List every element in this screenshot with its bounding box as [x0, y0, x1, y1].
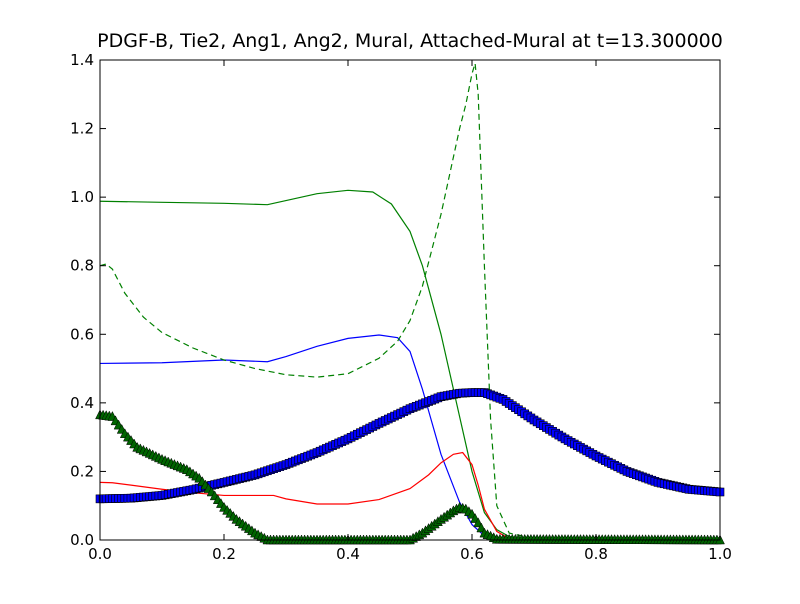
axes-frame	[99, 59, 721, 541]
marker-layer	[95, 388, 725, 545]
series-line-1	[100, 189, 720, 540]
y-tick-label: 0.0	[70, 531, 94, 549]
x-tick-label: 0.8	[584, 545, 608, 563]
x-tick-label: 0.0	[88, 545, 112, 563]
y-tick-label: 1.0	[70, 188, 94, 206]
y-tick-label: 0.8	[70, 257, 94, 275]
chart-title: PDGF-B, Tie2, Ang1, Ang2, Mural, Attache…	[97, 30, 723, 52]
y-tick-label: 1.2	[70, 120, 94, 138]
x-tick-label: 0.2	[212, 545, 236, 563]
y-tick-label: 0.4	[70, 394, 94, 412]
series-line-2	[100, 63, 720, 540]
y-tick-label: 1.4	[70, 51, 94, 69]
series-line-0	[100, 334, 720, 540]
y-tick-label: 0.2	[70, 462, 94, 480]
x-tick-label: 1.0	[708, 545, 732, 563]
y-tick-label: 0.6	[70, 325, 94, 343]
x-tick-label: 0.6	[460, 545, 484, 563]
x-tick-label: 0.4	[336, 545, 360, 563]
tick-layer: 0.0 0.2 0.4 0.6 0.8 1.0 0.0 0.2 0.4 0.6 0.8 1.0 1.2 1…	[70, 51, 732, 563]
